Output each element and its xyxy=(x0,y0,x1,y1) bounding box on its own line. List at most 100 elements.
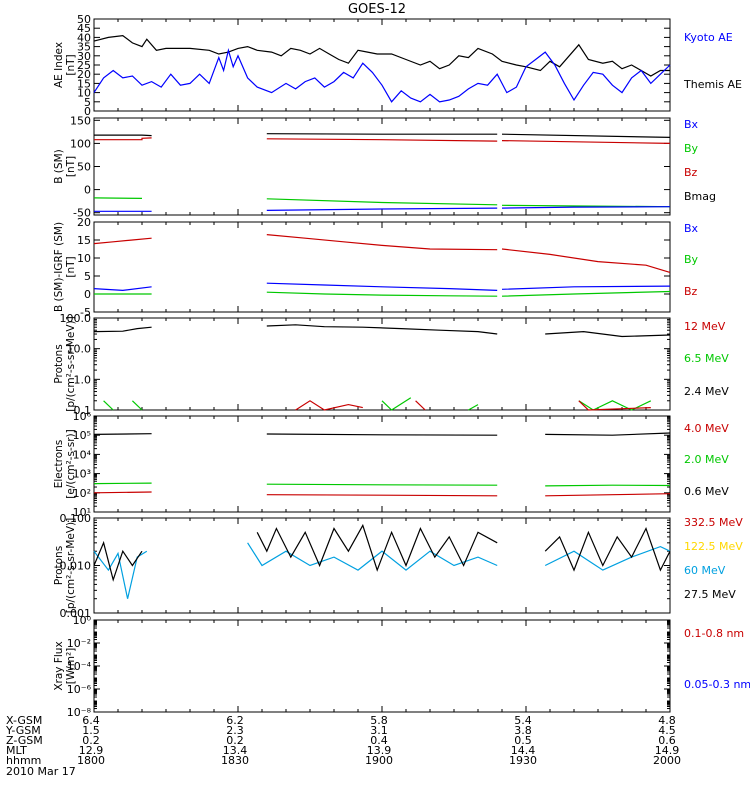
footer-value: 0.2 xyxy=(82,734,100,747)
y-tick-label: 20 xyxy=(77,68,91,81)
y-tick-label: -5 xyxy=(80,306,91,319)
series-line-6-5-mev xyxy=(578,400,652,411)
series-line-by xyxy=(266,198,498,206)
series-line-6-5-mev xyxy=(131,400,143,411)
legend-entry: Bmag xyxy=(684,190,716,203)
legend-entry: Themis AE xyxy=(683,78,742,91)
series-line-2-4-mev xyxy=(545,330,671,338)
series-line-bz xyxy=(94,137,152,141)
y-tick-label: 0.001 xyxy=(60,607,92,620)
y-tick-label: 15 xyxy=(77,77,91,90)
series-line-bmag xyxy=(501,133,671,138)
panel-bdiff: -5 0 5 10 15 20 B (SM)-IGRF (SM) [nT] Bx By Bz xyxy=(53,216,699,319)
series-line-2-0-mev xyxy=(93,482,152,485)
legend-entry: Kyoto AE xyxy=(684,31,733,44)
y-tick-label: 50 xyxy=(77,161,91,174)
series-line-2-0-mev xyxy=(545,484,671,487)
footer-value: 1930 xyxy=(509,754,537,767)
footer-value: 4.5 xyxy=(658,724,676,737)
legend-entry: Bz xyxy=(684,166,698,179)
footer-value: 0.2 xyxy=(226,734,244,747)
footer-value: 0.4 xyxy=(370,734,388,747)
series-line-kyoto-ae xyxy=(93,47,671,103)
y-tick-label: 10⁻⁸ xyxy=(67,706,92,719)
series-line-by xyxy=(93,197,143,199)
y-tick-label: 10⁻⁶ xyxy=(67,683,92,696)
y-tick-label: 10⁰ xyxy=(73,614,92,627)
series-line-27-5-mev xyxy=(93,540,143,582)
footer-value: 13.4 xyxy=(223,744,248,757)
footer-value: 2.3 xyxy=(226,724,244,737)
y-tick-label: 25 xyxy=(77,59,91,72)
footer-row-label: MLT xyxy=(6,744,27,757)
series-line-4-0-mev xyxy=(545,493,671,497)
legend-entry: Bx xyxy=(684,222,699,235)
footer-value: 0.6 xyxy=(658,734,676,747)
legend-entry: 122.5 MeV xyxy=(684,540,743,553)
legend-entry: 2.4 MeV xyxy=(684,385,729,398)
legend-entry: 27.5 MeV xyxy=(684,588,736,601)
series-line-0-6-mev xyxy=(545,432,671,436)
legend-entry: 0.6 MeV xyxy=(684,485,729,498)
footer-value: 2000 xyxy=(653,754,681,767)
footer-value: 6.4 xyxy=(82,714,100,727)
y-axis-label: [p/(cm²-s-sr-MeV)] xyxy=(65,518,77,613)
panel-frame xyxy=(93,18,671,112)
series-line-bx xyxy=(266,207,498,211)
series-line-bx xyxy=(501,206,671,209)
legend-entry: 4.0 MeV xyxy=(684,422,729,435)
footer-value: 0.5 xyxy=(514,734,532,747)
series-line-bx xyxy=(266,282,498,291)
y-axis-label: [W/m²] xyxy=(65,648,77,685)
panel-hep: 0.001 0.010 0.100 Protons [p/(cm²-s-sr-MeV)]… xyxy=(53,512,743,620)
chart-title: GOES-12 xyxy=(348,2,406,17)
series-line-2-4-mev xyxy=(93,326,152,333)
y-axis-label: B (SM)-IGRF (SM) xyxy=(53,222,65,312)
series-line-2-4-mev xyxy=(266,324,498,335)
series-line-bz xyxy=(266,234,498,251)
series-line-bmag xyxy=(266,133,498,135)
footer-row-label: hhmm xyxy=(6,754,41,767)
footer-value: 5.8 xyxy=(370,714,388,727)
footer-value: 5.4 xyxy=(514,714,532,727)
y-tick-label: 100 xyxy=(70,137,91,150)
y-tick-label: 10 xyxy=(77,252,91,265)
legend-entry: 6.5 MeV xyxy=(684,352,729,365)
panel-electrons: 10¹ 10² 10³ 10⁴ 10⁵ 10⁶ Electrons [e/(cm²-s-sr)… xyxy=(53,410,729,519)
footer-value: 1.5 xyxy=(82,724,100,737)
y-tick-label: 0.1 xyxy=(74,404,92,417)
date-label: 2010 Mar 17 xyxy=(6,765,76,778)
footer-value: 13.9 xyxy=(367,744,392,757)
y-axis-label: [e/(cm²-s-sr)] xyxy=(65,429,77,498)
series-line-2-0-mev xyxy=(266,483,498,486)
footer-value: 14.4 xyxy=(511,744,536,757)
panel-frame xyxy=(93,619,671,713)
y-tick-label: 10⁻² xyxy=(67,637,91,650)
series-line-27-5-mev xyxy=(256,523,498,572)
y-tick-label: 10¹ xyxy=(73,506,91,519)
legend-entry: By xyxy=(684,142,699,155)
y-tick-label: 10 xyxy=(77,87,91,100)
y-tick-label: 10² xyxy=(73,487,91,500)
y-tick-label: 5 xyxy=(84,270,91,283)
footer-value: 3.8 xyxy=(514,724,532,737)
panel-frame xyxy=(93,221,671,313)
footer-value: 12.9 xyxy=(79,744,104,757)
series-line-6-5-mev xyxy=(381,397,412,411)
footer-value: 14.9 xyxy=(655,744,680,757)
series-line-4-0-mev xyxy=(266,494,498,497)
y-axis-label: [nT] xyxy=(65,54,77,75)
y-tick-label: 100.0 xyxy=(60,312,92,325)
series-line-bz xyxy=(93,237,152,245)
footer-value: 4.8 xyxy=(658,714,676,727)
series-line-bmag xyxy=(94,134,152,137)
series-line-60-mev xyxy=(544,545,671,571)
y-tick-label: 10⁵ xyxy=(73,429,91,442)
y-tick-label: 50 xyxy=(77,13,91,26)
y-tick-label: -50 xyxy=(73,207,91,220)
footer-value: 1830 xyxy=(221,754,249,767)
y-tick-label: 30 xyxy=(77,50,91,63)
y-tick-label: 10.0 xyxy=(67,343,92,356)
